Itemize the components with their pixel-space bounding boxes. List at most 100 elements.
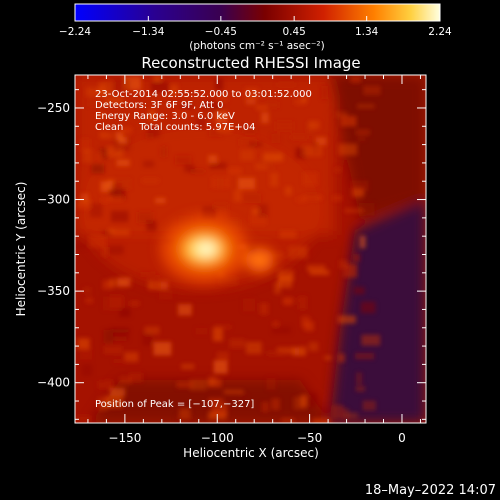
heatmap-speckle (113, 359, 130, 364)
heatmap-speckle (312, 418, 330, 423)
heatmap-speckle (353, 254, 360, 262)
heatmap-speckle (350, 180, 369, 192)
colorbar-tick-label: 1.34 (355, 26, 379, 38)
heatmap-speckle (350, 75, 361, 83)
heatmap-speckle (208, 398, 224, 403)
heatmap-speckle (160, 146, 167, 158)
heatmap-speckle (137, 211, 153, 224)
heatmap-speckle (159, 290, 173, 300)
heatmap-speckle (211, 403, 228, 417)
heatmap-speckle (298, 296, 307, 310)
heatmap-speckle (102, 280, 114, 290)
heatmap-speckle (239, 138, 258, 146)
heatmap-speckle (76, 415, 91, 422)
heatmap-speckle (196, 118, 206, 128)
heatmap-speckle (242, 298, 255, 312)
heatmap-speckle (208, 155, 218, 164)
heatmap-speckle (91, 164, 105, 174)
heatmap-speckle (355, 385, 365, 392)
heatmap-speckle (90, 203, 103, 218)
heatmap-speckle (216, 351, 229, 361)
heatmap-speckle (244, 87, 259, 100)
heatmap-speckle (212, 327, 223, 342)
colorbar-tick-label: 0.45 (282, 26, 305, 38)
heatmap-speckle (240, 149, 255, 161)
heatmap-speckle (209, 129, 222, 137)
heatmap-speckle (214, 203, 229, 210)
heatmap-speckle (295, 147, 307, 159)
y-axis: −250 −300 −350 −400 (37, 89, 426, 420)
heatmap-speckle (294, 98, 307, 106)
heatmap-speckle (147, 126, 161, 138)
colorbar-tick-label: −2.24 (59, 26, 91, 38)
heatmap-speckle (88, 97, 108, 107)
heatmap-speckle (279, 230, 296, 238)
heatmap-speckle (265, 251, 284, 259)
heatmap-speckle (229, 338, 245, 348)
heatmap-speckle (332, 194, 343, 202)
footer-timestamp: 18–May–2022 14:07 (365, 483, 496, 498)
annotation-energy-range: Energy Range: 3.0 - 6.0 keV (95, 111, 235, 122)
y-tick-label: −400 (37, 376, 70, 390)
heatmap-speckle (95, 152, 104, 162)
heatmap-speckle (245, 341, 262, 355)
heatmap-speckle (355, 352, 375, 360)
heatmap-speckle (110, 210, 129, 223)
heatmap-speckle (79, 348, 92, 360)
heatmap-speckle (362, 400, 376, 411)
heatmap-speckle (124, 351, 139, 362)
heatmap-speckle (150, 275, 161, 289)
heatmap-speckle (346, 412, 358, 419)
heatmap-speckle (308, 342, 319, 352)
heatmap-speckle (290, 135, 307, 140)
heatmap-speckle (170, 84, 178, 96)
heatmap-speckle (265, 101, 279, 109)
annotation-block: 23-Oct-2014 02:55:52.000 to 03:01:52.000… (95, 89, 312, 133)
heatmap-speckle (359, 235, 366, 249)
heatmap-speckle (213, 360, 228, 374)
heatmap-speckle (266, 377, 276, 390)
heatmap-speckle (108, 228, 115, 234)
heatmap-speckle (341, 408, 349, 420)
heatmap-speckle (356, 372, 363, 385)
heatmap-speckle (357, 103, 375, 109)
heatmap-speckle (271, 398, 280, 410)
heatmap-speckle (223, 389, 244, 394)
heatmap-speckle (109, 327, 129, 341)
heatmap-speckle (357, 136, 366, 141)
heatmap-speckle (110, 229, 130, 236)
heatmap-speckle (153, 75, 162, 82)
heatmap-speckle (352, 188, 365, 198)
heatmap-speckle (321, 85, 328, 100)
heatmap-speckle (353, 286, 365, 295)
heatmap-speckle (75, 244, 88, 249)
heatmap-speckle (344, 208, 364, 213)
heatmap-speckle (215, 111, 229, 123)
heatmap-image (75, 75, 426, 423)
heatmap-speckle (361, 334, 381, 346)
heatmap-speckle (308, 120, 320, 130)
heatmap-speckle (101, 247, 109, 257)
heatmap-speckle (85, 87, 106, 97)
heatmap-speckle (177, 304, 192, 316)
colorbar-tick-label: 2.24 (428, 26, 452, 38)
colorbar-units: (photons cm⁻² s⁻¹ asec⁻²) (189, 40, 324, 52)
heatmap-speckle (115, 178, 131, 190)
heatmap-speckle (83, 286, 92, 294)
heatmap-speckle (300, 394, 308, 408)
heatmap-speckle (119, 376, 132, 385)
heatmap-speckle (107, 195, 124, 201)
colorbar-tick-label: −1.34 (132, 26, 164, 38)
heatmap-speckle (288, 246, 308, 259)
heatmap-speckle (180, 104, 193, 109)
heatmap-speckle (301, 316, 311, 328)
heatmap-speckle (282, 297, 293, 306)
heatmap-speckle (85, 297, 94, 304)
heatmap-speckle (105, 80, 114, 93)
heatmap-speckle (129, 372, 143, 382)
heatmap-speckle (281, 418, 295, 423)
heatmap-speckle (272, 321, 279, 328)
heatmap-speckle (148, 109, 156, 122)
heatmap-speckle (115, 131, 124, 141)
heatmap-speckle (101, 230, 113, 236)
